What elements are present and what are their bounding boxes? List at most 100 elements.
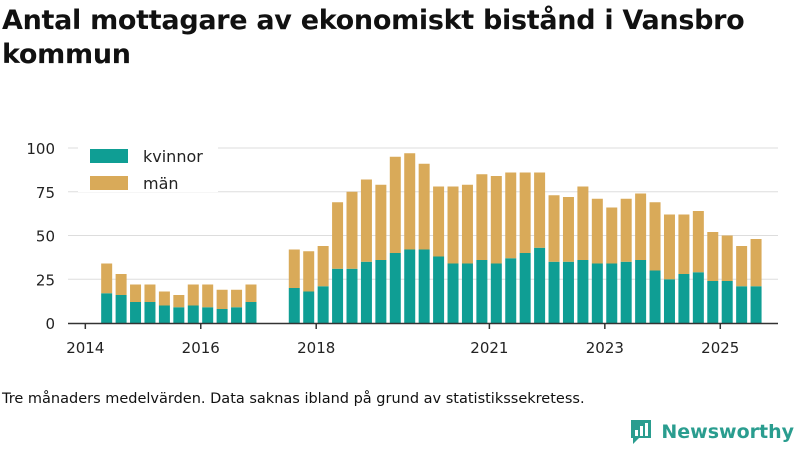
bar-man	[115, 274, 127, 295]
x-tick-label: 2016	[182, 339, 220, 357]
y-tick-label: 50	[36, 228, 55, 246]
bar-kvinnor	[245, 302, 257, 323]
bar-man	[649, 202, 661, 271]
bar-man	[360, 179, 372, 262]
bar-man	[606, 207, 618, 264]
bar-kvinnor	[130, 302, 142, 323]
bar-kvinnor	[375, 260, 387, 323]
bar-man	[433, 186, 445, 257]
bar-kvinnor	[202, 307, 214, 323]
bar-kvinnor	[447, 263, 459, 323]
bar-man	[692, 211, 704, 273]
bar-kvinnor	[707, 281, 719, 323]
bar-kvinnor	[649, 270, 661, 323]
x-tick-label: 2018	[297, 339, 335, 357]
y-tick-label: 0	[45, 315, 55, 333]
bar-man	[461, 184, 473, 264]
x-tick-label: 2021	[470, 339, 508, 357]
bar-man	[490, 176, 502, 264]
legend-swatch	[90, 176, 128, 190]
bar-kvinnor	[620, 261, 632, 323]
bar-kvinnor	[490, 263, 502, 323]
y-tick-label: 75	[36, 184, 55, 202]
bar-man	[548, 195, 560, 262]
bar-kvinnor	[678, 274, 690, 323]
bar-man	[332, 202, 344, 269]
bar-kvinnor	[505, 258, 517, 323]
bar-kvinnor	[360, 261, 372, 323]
bar-man	[346, 191, 358, 269]
bar-kvinnor	[519, 253, 531, 323]
bar-kvinnor	[404, 249, 416, 323]
bar-man	[375, 184, 387, 260]
bar-man	[158, 291, 170, 306]
bar-kvinnor	[534, 247, 546, 323]
y-tick-label: 25	[36, 271, 55, 289]
legend-swatch	[90, 149, 128, 163]
bar-man	[144, 284, 156, 302]
x-tick-label: 2025	[701, 339, 739, 357]
bar-kvinnor	[317, 286, 329, 323]
bar-man	[418, 163, 430, 250]
bar-man	[101, 263, 113, 294]
bar-kvinnor	[577, 260, 589, 323]
axes: 0 25 50 75 100 2014 2016 2018 2021 2023 2025	[26, 140, 778, 357]
bar-kvinnor	[635, 260, 647, 323]
bar-man	[591, 198, 603, 264]
bar-man	[389, 156, 401, 253]
y-tick-label: 100	[26, 140, 55, 158]
bar-man	[231, 289, 243, 308]
bar-kvinnor	[144, 302, 156, 323]
newsworthy-brand[interactable]: Newsworthy	[629, 418, 794, 446]
bar-kvinnor	[461, 263, 473, 323]
bar-man	[245, 284, 257, 302]
bar-man	[519, 172, 531, 253]
bar-kvinnor	[332, 268, 344, 323]
bar-kvinnor	[663, 279, 675, 323]
chart-legend: kvinnor män	[78, 140, 218, 193]
newsworthy-logo-icon	[631, 420, 652, 444]
bar-kvinnor	[303, 291, 315, 323]
bar-man	[534, 172, 546, 248]
bar-kvinnor	[692, 272, 704, 323]
bar-man	[707, 232, 719, 281]
bar-kvinnor	[476, 260, 488, 323]
bar-kvinnor	[101, 293, 113, 323]
bar-kvinnor	[562, 261, 574, 323]
legend-label: män	[143, 174, 179, 193]
bar-kvinnor	[548, 261, 560, 323]
bar-man	[577, 186, 589, 260]
bar-man	[750, 239, 762, 287]
bar-man	[303, 251, 315, 292]
bar-man	[620, 198, 632, 262]
bar-man	[317, 246, 329, 287]
bar-man	[202, 284, 214, 308]
bar-man	[130, 284, 142, 302]
bar-man	[447, 186, 459, 264]
legend-label: kvinnor	[143, 147, 203, 166]
bar-kvinnor	[750, 286, 762, 323]
bar-kvinnor	[288, 288, 300, 323]
brand-name: Newsworthy	[661, 421, 794, 443]
bar-man	[404, 153, 416, 250]
bar-man	[173, 295, 185, 308]
bar-man	[562, 197, 574, 262]
bar-man	[678, 214, 690, 274]
x-tick-label: 2014	[66, 339, 104, 357]
bar-kvinnor	[389, 253, 401, 323]
chart-title: Antal mottagare av ekonomiskt bistånd i …	[2, 5, 745, 70]
bar-man	[721, 235, 733, 281]
bar-man	[635, 193, 647, 260]
bar-kvinnor	[736, 286, 748, 323]
bar-kvinnor	[591, 263, 603, 323]
bar-kvinnor	[115, 295, 127, 323]
bar-kvinnor	[606, 263, 618, 323]
bar-man	[476, 174, 488, 260]
bar-kvinnor	[418, 249, 430, 323]
bar-kvinnor	[216, 309, 228, 323]
bar-kvinnor	[158, 305, 170, 323]
bar-kvinnor	[346, 268, 358, 323]
bar-man	[736, 246, 748, 287]
bar-kvinnor	[173, 307, 185, 323]
